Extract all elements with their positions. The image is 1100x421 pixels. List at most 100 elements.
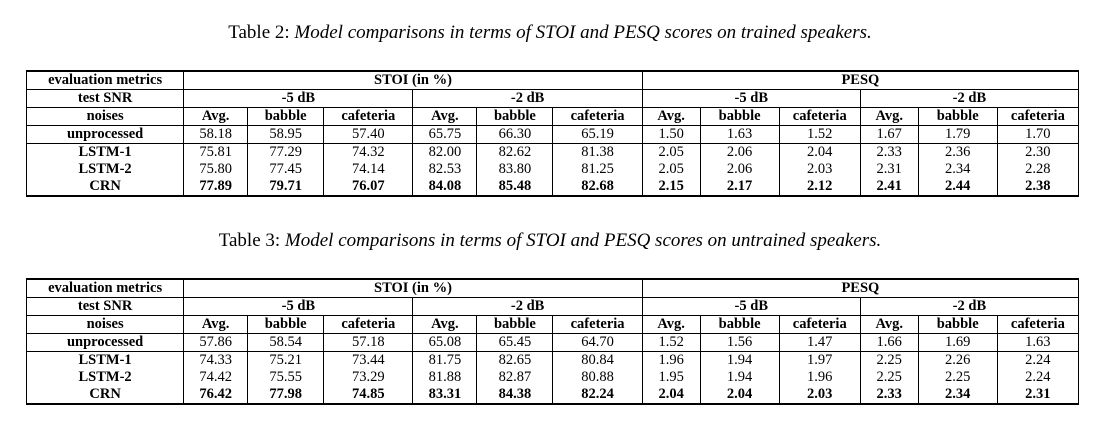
score-cell: 1.66 [859, 333, 919, 352]
score-cell: 1.50 [641, 125, 701, 144]
noise-column-header: cafeteria [778, 107, 861, 126]
score-cell: 77.45 [247, 161, 325, 178]
table-2-caption: Table 2: Model comparisons in terms of S… [0, 21, 1100, 45]
score-cell: 2.04 [778, 143, 861, 161]
noise-column-header: babble [476, 315, 554, 334]
score-cell: 2.38 [996, 178, 1080, 197]
noise-column-header: cafeteria [996, 107, 1080, 126]
score-cell: 2.26 [917, 351, 998, 369]
noise-column-header: babble [699, 315, 780, 334]
score-cell: 1.70 [996, 125, 1080, 144]
noise-column-header: Avg. [641, 315, 701, 334]
noise-column-header: cafeteria [778, 315, 861, 334]
score-cell: 2.31 [859, 161, 919, 178]
noise-column-header: babble [917, 107, 998, 126]
score-cell: 77.98 [247, 386, 325, 405]
score-cell: 1.52 [641, 333, 701, 352]
noise-column-header: cafeteria [323, 315, 414, 334]
noise-column-header: babble [247, 107, 325, 126]
score-cell: 1.63 [996, 333, 1080, 352]
noise-column-header: Avg. [412, 107, 478, 126]
score-cell: 2.03 [778, 161, 861, 178]
score-cell: 81.88 [412, 369, 478, 386]
model-name: CRN [25, 178, 185, 197]
metrics-label: evaluation metrics [25, 70, 185, 90]
snr-value: -2 dB [859, 297, 1080, 316]
score-cell: 65.19 [552, 125, 643, 144]
score-cell: 81.75 [412, 351, 478, 369]
noise-column-header: cafeteria [996, 315, 1080, 334]
score-cell: 1.52 [778, 125, 861, 144]
score-cell: 84.38 [476, 386, 554, 405]
score-cell: 58.95 [247, 125, 325, 144]
score-cell: 2.44 [917, 178, 998, 197]
score-cell: 75.55 [247, 369, 325, 386]
noises-label: noises [25, 107, 185, 126]
table-row: CRN 76.42 77.98 74.85 83.31 84.38 82.24 2.04 2.0… [25, 386, 1080, 405]
table-row: CRN 77.89 79.71 76.07 84.08 85.48 82.68 2.15 2.1… [25, 178, 1080, 197]
noise-column-header: babble [699, 107, 780, 126]
snr-label: test SNR [25, 89, 185, 108]
snr-value: -2 dB [412, 297, 643, 316]
score-cell: 83.31 [412, 386, 478, 405]
noise-column-header: Avg. [183, 107, 249, 126]
header-row-snr: test SNR -5 dB -2 dB -5 dB -2 dB [25, 89, 1080, 108]
score-cell: 2.34 [917, 386, 998, 405]
score-cell: 2.04 [641, 386, 701, 405]
score-cell: 2.12 [778, 178, 861, 197]
results-table-trained: evaluation metrics STOI (in %) PESQ test SN… [25, 70, 1080, 197]
score-cell: 2.03 [778, 386, 861, 405]
snr-value: -2 dB [859, 89, 1080, 108]
model-name: LSTM-1 [25, 143, 185, 161]
score-cell: 1.56 [699, 333, 780, 352]
stoi-label: STOI (in %) [183, 278, 643, 298]
score-cell: 82.68 [552, 178, 643, 197]
score-cell: 82.53 [412, 161, 478, 178]
score-cell: 65.45 [476, 333, 554, 352]
score-cell: 66.30 [476, 125, 554, 144]
score-cell: 58.18 [183, 125, 249, 144]
caption-text: Model comparisons in terms of STOI and P… [284, 230, 882, 251]
score-cell: 82.24 [552, 386, 643, 405]
score-cell: 2.25 [917, 369, 998, 386]
header-row-metrics: evaluation metrics STOI (in %) PESQ [25, 70, 1080, 90]
score-cell: 1.97 [778, 351, 861, 369]
score-cell: 2.30 [996, 143, 1080, 161]
results-table-untrained: evaluation metrics STOI (in %) PESQ test SN… [25, 278, 1080, 405]
caption-label: Table 3: [218, 230, 281, 251]
noises-label: noises [25, 315, 185, 334]
score-cell: 57.18 [323, 333, 414, 352]
score-cell: 1.79 [917, 125, 998, 144]
score-cell: 58.54 [247, 333, 325, 352]
score-cell: 82.65 [476, 351, 554, 369]
noise-column-header: babble [247, 315, 325, 334]
score-cell: 64.70 [552, 333, 643, 352]
score-cell: 75.80 [183, 161, 249, 178]
score-cell: 75.21 [247, 351, 325, 369]
snr-value: -5 dB [641, 89, 861, 108]
model-name: LSTM-2 [25, 161, 185, 178]
score-cell: 1.96 [641, 351, 701, 369]
score-cell: 2.24 [996, 369, 1080, 386]
pesq-label: PESQ [641, 278, 1080, 298]
score-cell: 2.24 [996, 351, 1080, 369]
score-cell: 1.94 [699, 369, 780, 386]
score-cell: 74.85 [323, 386, 414, 405]
score-cell: 85.48 [476, 178, 554, 197]
snr-value: -5 dB [183, 297, 414, 316]
score-cell: 65.08 [412, 333, 478, 352]
score-cell: 2.34 [917, 161, 998, 178]
snr-value: -5 dB [183, 89, 414, 108]
score-cell: 2.36 [917, 143, 998, 161]
model-name: unprocessed [25, 125, 185, 144]
score-cell: 76.42 [183, 386, 249, 405]
noise-column-header: Avg. [859, 107, 919, 126]
header-row-snr: test SNR -5 dB -2 dB -5 dB -2 dB [25, 297, 1080, 316]
score-cell: 84.08 [412, 178, 478, 197]
score-cell: 2.33 [859, 386, 919, 405]
table-row: unprocessed 58.18 58.95 57.40 65.75 66.30 65.1… [25, 125, 1080, 144]
snr-value: -2 dB [412, 89, 643, 108]
caption-text: Model comparisons in terms of STOI and P… [294, 22, 872, 43]
score-cell: 1.67 [859, 125, 919, 144]
table-row: LSTM-2 75.80 77.45 74.14 82.53 83.80 81.25 2.05… [25, 161, 1080, 178]
